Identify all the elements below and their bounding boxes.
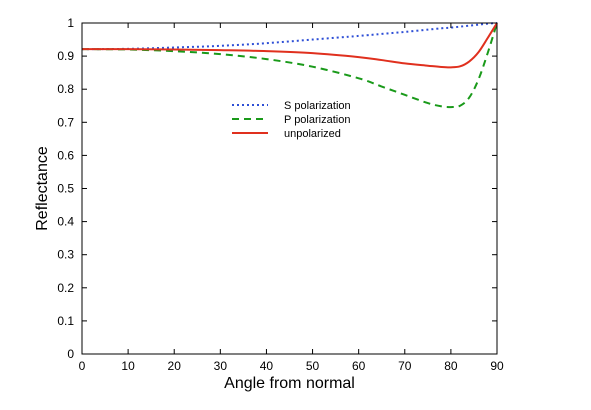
x-tick-label: 40: [260, 359, 274, 373]
plot-layer: [81, 22, 498, 109]
x-tick-label: 30: [214, 359, 228, 373]
x-tick-label: 90: [490, 359, 504, 373]
y-tick-label: 0.7: [57, 115, 74, 129]
y-tick-label: 0.5: [57, 182, 74, 196]
legend-label: P polarization: [284, 114, 350, 126]
axes-layer: 0 10 20 30 40 50 60 70 80 90 0 0.1 0.2 0.3 0.4 0.5 0.6 0.…: [57, 16, 504, 373]
x-tick-label: 80: [444, 359, 458, 373]
plot-frame: [81, 22, 498, 355]
x-tick-label: 10: [121, 359, 135, 373]
y-tick-label: 0.9: [57, 49, 74, 63]
y-tick-label: 0.3: [57, 248, 74, 262]
y-axis-label: Reflectance: [34, 146, 51, 231]
y-tick-label: 1: [67, 16, 74, 30]
x-tick-label: 60: [352, 359, 366, 373]
y-tick-label: 0.6: [57, 148, 74, 162]
x-tick-label: 50: [306, 359, 320, 373]
series-line-s-polarization: [81, 22, 498, 51]
x-tick-label: 0: [79, 359, 86, 373]
y-tick-label: 0.2: [57, 281, 74, 295]
y-tick-label: 0: [67, 347, 74, 361]
series-line-p-polarization: [81, 22, 498, 109]
x-axis-label: Angle from normal: [224, 375, 355, 392]
legend: S polarization P polarization unpolarized: [232, 100, 351, 140]
series-line-unpolarized: [81, 22, 498, 69]
x-tick-label: 20: [168, 359, 182, 373]
y-tick-label: 0.4: [57, 215, 74, 229]
x-tick-label: 70: [398, 359, 412, 373]
legend-label: S polarization: [284, 100, 351, 112]
legend-label: unpolarized: [284, 128, 341, 140]
y-tick-label: 0.8: [57, 82, 74, 96]
y-tick-label: 0.1: [57, 314, 74, 328]
